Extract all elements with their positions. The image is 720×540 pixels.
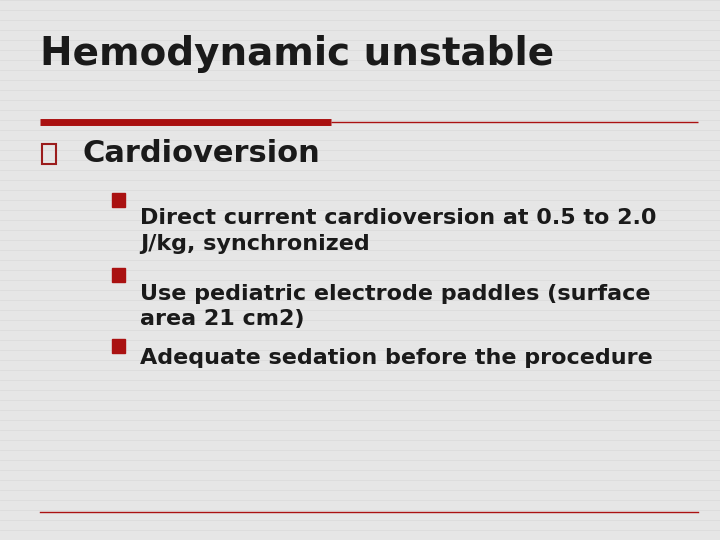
Text: Cardioversion: Cardioversion <box>83 139 320 168</box>
Text: Hemodynamic unstable: Hemodynamic unstable <box>40 35 554 73</box>
Text: Direct current cardioversion at 0.5 to 2.0
J/kg, synchronized: Direct current cardioversion at 0.5 to 2… <box>140 208 657 253</box>
Bar <box>42 144 56 164</box>
Text: Adequate sedation before the procedure: Adequate sedation before the procedure <box>140 348 653 368</box>
Text: Use pediatric electrode paddles (surface
area 21 cm2): Use pediatric electrode paddles (surface… <box>140 284 651 329</box>
Bar <box>112 193 125 207</box>
Bar <box>112 268 125 282</box>
Bar <box>112 339 125 353</box>
